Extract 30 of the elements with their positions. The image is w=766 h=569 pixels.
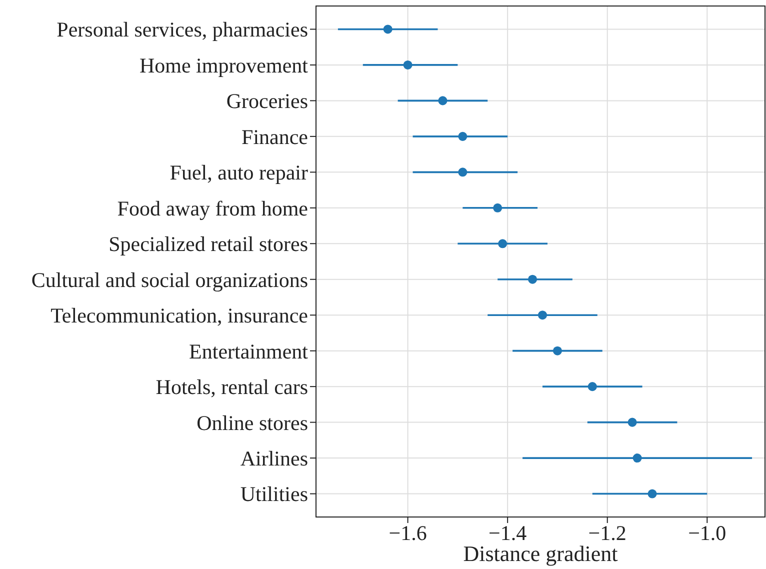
point <box>632 454 642 463</box>
y-tick-label: Specialized retail stores <box>108 232 308 256</box>
y-tick-label: Personal services, pharmacies <box>56 18 308 42</box>
point <box>403 60 412 70</box>
point <box>458 168 468 177</box>
point <box>493 203 502 212</box>
y-tick-label: Online stores <box>196 410 308 435</box>
x-tick-label: −1.0 <box>688 520 726 545</box>
point <box>528 274 538 284</box>
y-tick-label: Home improvement <box>139 53 308 78</box>
y-tick-label: Telecommunication, insurance <box>50 304 308 328</box>
point <box>458 132 468 141</box>
point <box>438 96 448 106</box>
y-tick-label: Fuel, auto repair <box>170 160 308 185</box>
point <box>628 418 637 427</box>
y-tick-label: Cultural and social organizations <box>31 268 308 292</box>
y-tick-label: Hotels, rental cars <box>156 375 308 400</box>
y-tick-label: Finance <box>242 124 308 149</box>
x-tick-label: −1.6 <box>388 520 427 545</box>
y-tick-label: Groceries <box>226 89 308 114</box>
y-tick-label: Utilities <box>240 482 308 506</box>
y-tick-label: Food away from home <box>117 196 308 220</box>
y-tick-label: Entertainment <box>189 339 308 364</box>
point <box>498 239 508 248</box>
point <box>552 346 562 356</box>
point <box>383 24 392 34</box>
point <box>588 382 597 392</box>
point <box>538 310 548 320</box>
point <box>648 489 657 498</box>
y-tick-label: Airlines <box>240 446 308 470</box>
